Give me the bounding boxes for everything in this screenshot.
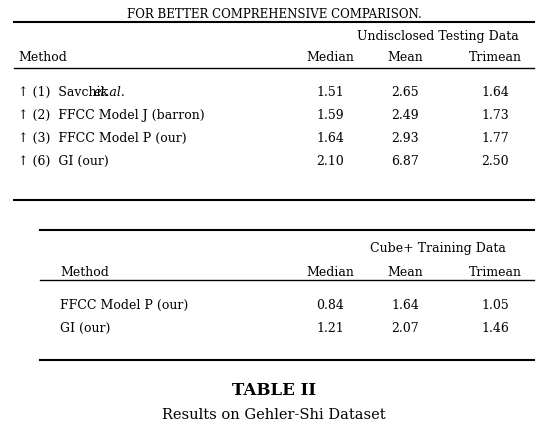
Text: Trimean: Trimean xyxy=(469,51,522,64)
Text: 1.46: 1.46 xyxy=(481,322,509,335)
Text: Results on Gehler-Shi Dataset: Results on Gehler-Shi Dataset xyxy=(162,408,386,422)
Text: Undisclosed Testing Data: Undisclosed Testing Data xyxy=(357,30,518,43)
Text: 2.93: 2.93 xyxy=(391,132,419,145)
Text: ↑ (1)  Savchik: ↑ (1) Savchik xyxy=(18,86,112,99)
Text: 1.05: 1.05 xyxy=(481,298,509,311)
Text: FOR BETTER COMPREHENSIVE COMPARISON.: FOR BETTER COMPREHENSIVE COMPARISON. xyxy=(127,8,421,21)
Text: 2.07: 2.07 xyxy=(391,322,419,335)
Text: 1.73: 1.73 xyxy=(481,108,509,121)
Text: Method: Method xyxy=(60,266,109,279)
Text: et.al.: et.al. xyxy=(94,86,125,99)
Text: 2.65: 2.65 xyxy=(391,86,419,99)
Text: TABLE II: TABLE II xyxy=(232,382,316,399)
Text: ↑ (3)  FFCC Model P (our): ↑ (3) FFCC Model P (our) xyxy=(18,132,187,145)
Text: Mean: Mean xyxy=(387,266,423,279)
Text: GI (our): GI (our) xyxy=(60,322,110,335)
Text: 2.10: 2.10 xyxy=(316,155,344,168)
Text: 6.87: 6.87 xyxy=(391,155,419,168)
Text: FFCC Model P (our): FFCC Model P (our) xyxy=(60,298,189,311)
Text: Mean: Mean xyxy=(387,51,423,64)
Text: Trimean: Trimean xyxy=(469,266,522,279)
Text: ↑ (6)  GI (our): ↑ (6) GI (our) xyxy=(18,155,109,168)
Text: 1.64: 1.64 xyxy=(391,298,419,311)
Text: 2.50: 2.50 xyxy=(481,155,509,168)
Text: 1.21: 1.21 xyxy=(316,322,344,335)
Text: 0.84: 0.84 xyxy=(316,298,344,311)
Text: 1.59: 1.59 xyxy=(316,108,344,121)
Text: 1.51: 1.51 xyxy=(316,86,344,99)
Text: 1.64: 1.64 xyxy=(481,86,509,99)
Text: 1.64: 1.64 xyxy=(316,132,344,145)
Text: Median: Median xyxy=(306,266,354,279)
Text: 2.49: 2.49 xyxy=(391,108,419,121)
Text: 1.77: 1.77 xyxy=(481,132,509,145)
Text: Median: Median xyxy=(306,51,354,64)
Text: Method: Method xyxy=(18,51,67,64)
Text: ↑ (2)  FFCC Model J (barron): ↑ (2) FFCC Model J (barron) xyxy=(18,108,204,121)
Text: Cube+ Training Data: Cube+ Training Data xyxy=(369,241,505,254)
Text: ↑ (1)  Savchik et.al.: ↑ (1) Savchik et.al. xyxy=(18,86,144,99)
